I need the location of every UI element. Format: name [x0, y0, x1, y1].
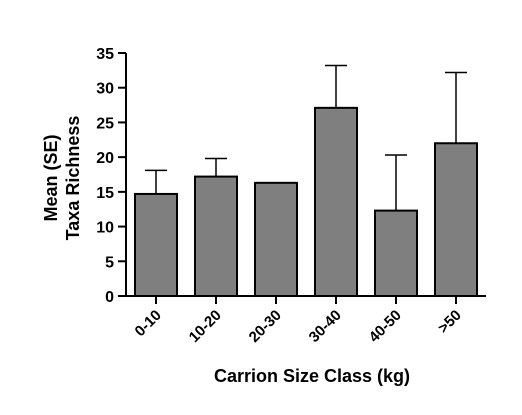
y-axis-label-line-1: Mean (SE) — [41, 134, 61, 221]
x-tick-label: 20-30 — [246, 307, 285, 346]
x-tick-label: >50 — [435, 307, 465, 337]
x-tick-label: 0-10 — [132, 307, 165, 340]
y-axis-title: Mean (SE) Taxa Richness — [41, 116, 83, 241]
plot-area: 0 5 10 15 20 25 30 35 0-10 10-20 20-30 30-40 40-50 >5… — [96, 46, 486, 346]
x-tick-label: 30-40 — [306, 307, 345, 346]
x-tick-label: 10-20 — [186, 307, 225, 346]
y-tick-label: 20 — [96, 150, 114, 167]
bar — [314, 106, 358, 297]
x-tick-label: 40-50 — [366, 307, 405, 346]
y-tick-label: 10 — [96, 220, 114, 237]
y-tick-label: 25 — [96, 115, 114, 132]
bar — [194, 175, 238, 297]
bar — [434, 142, 478, 297]
y-tick-label: 35 — [96, 46, 114, 63]
bar — [134, 192, 178, 297]
bar — [374, 209, 418, 297]
y-axis-label-line-2: Taxa Richness — [63, 116, 83, 241]
bar — [254, 181, 298, 297]
y-tick-label: 15 — [96, 185, 114, 202]
y-tick-label: 30 — [96, 81, 114, 98]
y-tick-label: 0 — [105, 289, 114, 306]
x-axis-label: Carrion Size Class (kg) — [214, 366, 410, 386]
y-tick-label: 5 — [105, 254, 114, 271]
